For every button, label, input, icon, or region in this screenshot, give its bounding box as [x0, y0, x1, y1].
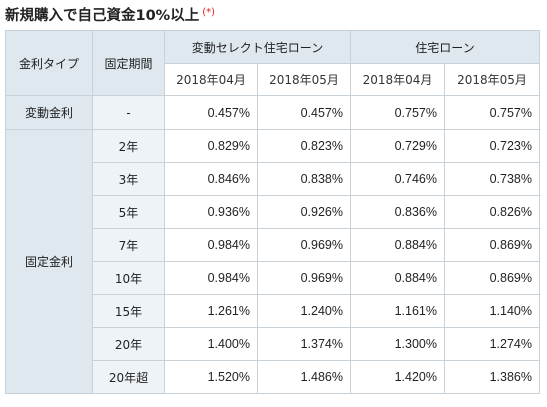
title-footnote-mark: (*): [202, 7, 216, 18]
header-month: 2018年04月: [350, 63, 445, 96]
rate-cell: 0.984%: [164, 261, 258, 295]
rate-table: 金利タイプ 固定期間 変動セレクト住宅ローン 住宅ローン 2018年04月 20…: [5, 30, 540, 394]
row-label-fixed: 固定金利: [5, 129, 93, 394]
table-row: 変動金利 - 0.457% 0.457% 0.757% 0.757%: [5, 95, 540, 130]
rate-cell: 0.884%: [350, 228, 445, 262]
rate-cell: 1.374%: [257, 327, 351, 361]
table-row: 10年 0.984% 0.969% 0.884% 0.869%: [6, 261, 540, 295]
rate-cell: 0.969%: [257, 261, 351, 295]
title-text: 新規購入で自己資金10%以上: [5, 8, 200, 24]
header-month: 2018年05月: [257, 63, 351, 96]
period-cell: 20年: [92, 327, 165, 361]
rate-cell: 0.457%: [164, 95, 258, 130]
period-cell: 3年: [92, 162, 165, 196]
rate-cell: 1.140%: [444, 294, 540, 328]
table-row: 20年超 1.520% 1.486% 1.420% 1.386%: [6, 360, 540, 394]
rate-cell: 1.240%: [257, 294, 351, 328]
rate-cell: 1.300%: [350, 327, 445, 361]
rate-cell: 0.926%: [257, 195, 351, 229]
page-title: 新規購入で自己資金10%以上 (*): [5, 4, 215, 25]
rate-cell: 0.936%: [164, 195, 258, 229]
rate-cell: 0.836%: [350, 195, 445, 229]
rate-cell: 0.869%: [444, 261, 540, 295]
rate-cell: 0.823%: [257, 129, 351, 163]
header-month: 2018年05月: [444, 63, 540, 96]
rate-cell: 0.846%: [164, 162, 258, 196]
rate-cell: 1.274%: [444, 327, 540, 361]
period-cell: 20年超: [92, 360, 165, 394]
rate-cell: 0.984%: [164, 228, 258, 262]
rate-cell: 1.161%: [350, 294, 445, 328]
rate-cell: 0.757%: [444, 95, 540, 130]
rate-cell: 1.400%: [164, 327, 258, 361]
rate-cell: 0.723%: [444, 129, 540, 163]
period-cell: 10年: [92, 261, 165, 295]
rate-cell: 0.457%: [257, 95, 351, 130]
period-cell: 2年: [92, 129, 165, 163]
rate-cell: 0.729%: [350, 129, 445, 163]
rate-cell: 0.884%: [350, 261, 445, 295]
rate-cell: 0.746%: [350, 162, 445, 196]
header-fixed-period: 固定期間: [92, 30, 165, 96]
header-rate-type: 金利タイプ: [5, 30, 93, 96]
rate-cell: 1.486%: [257, 360, 351, 394]
period-cell: 15年: [92, 294, 165, 328]
rate-cell: 0.838%: [257, 162, 351, 196]
header-group-home-loan: 住宅ローン: [350, 30, 540, 64]
rate-cell: 1.420%: [350, 360, 445, 394]
header-month: 2018年04月: [164, 63, 258, 96]
rate-cell: 0.829%: [164, 129, 258, 163]
table-row: 15年 1.261% 1.240% 1.161% 1.140%: [6, 294, 540, 328]
rate-cell: 1.261%: [164, 294, 258, 328]
rate-cell: 0.757%: [350, 95, 445, 130]
rate-cell: 0.738%: [444, 162, 540, 196]
table-row: 7年 0.984% 0.969% 0.884% 0.869%: [6, 228, 540, 262]
row-label-variable: 変動金利: [5, 95, 93, 130]
table-row: 固定金利 2年 0.829% 0.823% 0.729% 0.723%: [5, 129, 540, 394]
rate-cell: 1.520%: [164, 360, 258, 394]
rate-cell: 0.969%: [257, 228, 351, 262]
rate-cell: 0.869%: [444, 228, 540, 262]
rate-cell: 1.386%: [444, 360, 540, 394]
rate-cell: 0.826%: [444, 195, 540, 229]
table-row: 5年 0.936% 0.926% 0.836% 0.826%: [6, 195, 540, 229]
period-cell: 7年: [92, 228, 165, 262]
table-row: 20年 1.400% 1.374% 1.300% 1.274%: [6, 327, 540, 361]
period-cell: -: [92, 95, 165, 130]
period-cell: 5年: [92, 195, 165, 229]
table-row: 3年 0.846% 0.838% 0.746% 0.738%: [6, 162, 540, 196]
header-group-select-loan: 変動セレクト住宅ローン: [164, 30, 351, 64]
